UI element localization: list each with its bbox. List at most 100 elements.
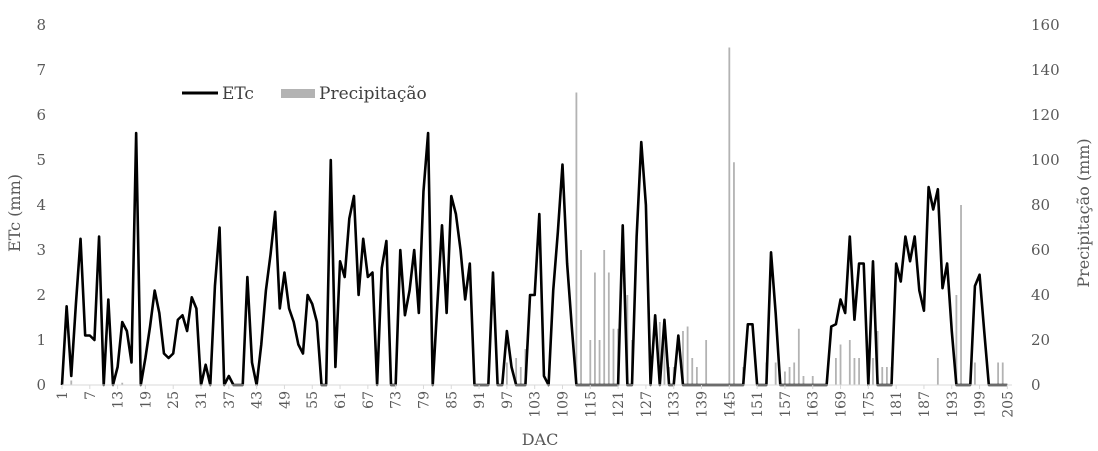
- x-tick-label: 31: [194, 391, 210, 409]
- precipitation-bar: [728, 47, 731, 385]
- left-y-tick-label: 2: [36, 286, 46, 304]
- x-tick-label: 73: [389, 391, 405, 409]
- x-tick-label: 181: [889, 391, 905, 418]
- precipitation-bar: [848, 340, 851, 385]
- precipitation-bar: [505, 362, 508, 385]
- x-tick-label: 13: [111, 391, 127, 409]
- precipitation-bar: [686, 326, 689, 385]
- precipitation-bar: [784, 371, 786, 385]
- x-tick-label: 19: [138, 391, 154, 409]
- x-tick-label: 187: [917, 391, 933, 418]
- precipitation-bar: [70, 380, 73, 385]
- precipitation-bars: [70, 47, 1004, 385]
- precipitation-bar: [612, 328, 615, 385]
- precipitation-bar: [811, 376, 814, 385]
- precipitation-bar: [955, 295, 958, 385]
- precipitation-bar: [121, 382, 124, 385]
- x-tick-label: 61: [333, 391, 349, 409]
- x-tick-label: 169: [834, 391, 850, 418]
- right-y-tick-label: 0: [1031, 376, 1041, 394]
- left-y-tick-label: 3: [36, 241, 46, 259]
- x-axis-title: DAC: [522, 430, 559, 449]
- precipitation-bar: [626, 295, 629, 385]
- precipitation-bar: [598, 340, 601, 385]
- left-y-tick-label: 8: [36, 16, 46, 34]
- precipitation-bar: [997, 362, 999, 385]
- x-tick-label: 109: [555, 391, 571, 418]
- etc-line: [60, 131, 1008, 387]
- precipitation-bar: [839, 344, 842, 385]
- precipitation-bar: [589, 340, 592, 385]
- x-tick-label: 163: [806, 391, 822, 418]
- left-y-ticks: 0 1 2 3 4 5 6 7 8: [36, 16, 46, 394]
- precipitation-bar: [663, 322, 666, 385]
- x-tick-label: 205: [1000, 391, 1016, 418]
- right-y-tick-label: 80: [1031, 196, 1050, 214]
- precipitation-bar: [881, 367, 884, 385]
- left-y-tick-label: 4: [36, 196, 46, 214]
- precipitation-bar: [793, 362, 796, 385]
- precipitation-bar: [695, 367, 698, 385]
- right-y-tick-label: 160: [1031, 16, 1060, 34]
- precipitation-bar: [835, 358, 837, 385]
- precipitation-bar: [774, 362, 777, 385]
- right-y-tick-label: 100: [1031, 151, 1060, 169]
- precipitation-bar: [519, 367, 522, 385]
- precipitation-bar: [936, 358, 939, 385]
- x-tick-label: 145: [722, 391, 738, 418]
- precipitation-bar: [974, 362, 976, 385]
- etc-line-layer: [60, 131, 1008, 387]
- x-tick-label: 121: [611, 391, 627, 418]
- legend: ETc Precipitação: [182, 84, 427, 104]
- precipitation-bar: [1001, 362, 1004, 385]
- precipitation-bar: [705, 340, 708, 385]
- left-y-axis-title: ETc (mm): [5, 174, 24, 252]
- right-y-tick-label: 120: [1031, 106, 1060, 124]
- x-tick-label: 199: [973, 391, 989, 418]
- precipitation-bar: [853, 358, 856, 385]
- left-y-tick-label: 0: [36, 376, 46, 394]
- precipitation-bar: [691, 358, 694, 385]
- precipitation-bar: [594, 272, 596, 385]
- x-tick-label: 115: [583, 391, 599, 418]
- precipitation-bar: [580, 250, 582, 385]
- precipitation-bar: [603, 250, 606, 385]
- precipitation-bar: [658, 322, 661, 385]
- x-tick-label: 25: [166, 391, 182, 409]
- precipitation-bar: [797, 328, 800, 385]
- legend-precip-label: Precipitação: [319, 84, 427, 104]
- left-y-tick-label: 1: [36, 331, 46, 349]
- precipitation-bar: [682, 331, 684, 385]
- x-tick-label: 91: [472, 391, 488, 409]
- x-tick-label: 151: [750, 391, 766, 418]
- precipitation-bar: [733, 162, 735, 385]
- x-tick-label: 49: [277, 391, 293, 409]
- x-tick-label: 127: [639, 391, 655, 418]
- precipitation-bar: [607, 272, 610, 385]
- x-tick-label: 193: [945, 391, 961, 418]
- precipitation-bar: [885, 367, 888, 385]
- right-y-tick-label: 140: [1031, 61, 1060, 79]
- legend-etc-label: ETc: [222, 84, 254, 104]
- x-tick-label: 157: [778, 391, 794, 418]
- precipitation-bar: [788, 367, 791, 385]
- x-tick-label: 67: [361, 391, 377, 409]
- precipitation-bar: [872, 358, 874, 385]
- right-y-tick-label: 40: [1031, 286, 1050, 304]
- right-y-tick-label: 20: [1031, 331, 1050, 349]
- x-tick-label: 79: [416, 391, 432, 409]
- left-y-tick-label: 5: [36, 151, 46, 169]
- x-tick-label: 97: [500, 391, 516, 409]
- legend-precip-swatch: [281, 89, 315, 98]
- right-y-tick-label: 60: [1031, 241, 1050, 259]
- precipitation-bar: [960, 205, 962, 385]
- precipitation-bar: [858, 358, 860, 385]
- x-tick-label: 175: [861, 391, 877, 418]
- left-y-tick-label: 7: [36, 61, 46, 79]
- x-tick-label: 133: [667, 391, 683, 418]
- left-y-tick-label: 6: [36, 106, 46, 124]
- x-tick-label: 55: [305, 391, 321, 409]
- x-tick-label: 43: [250, 391, 266, 409]
